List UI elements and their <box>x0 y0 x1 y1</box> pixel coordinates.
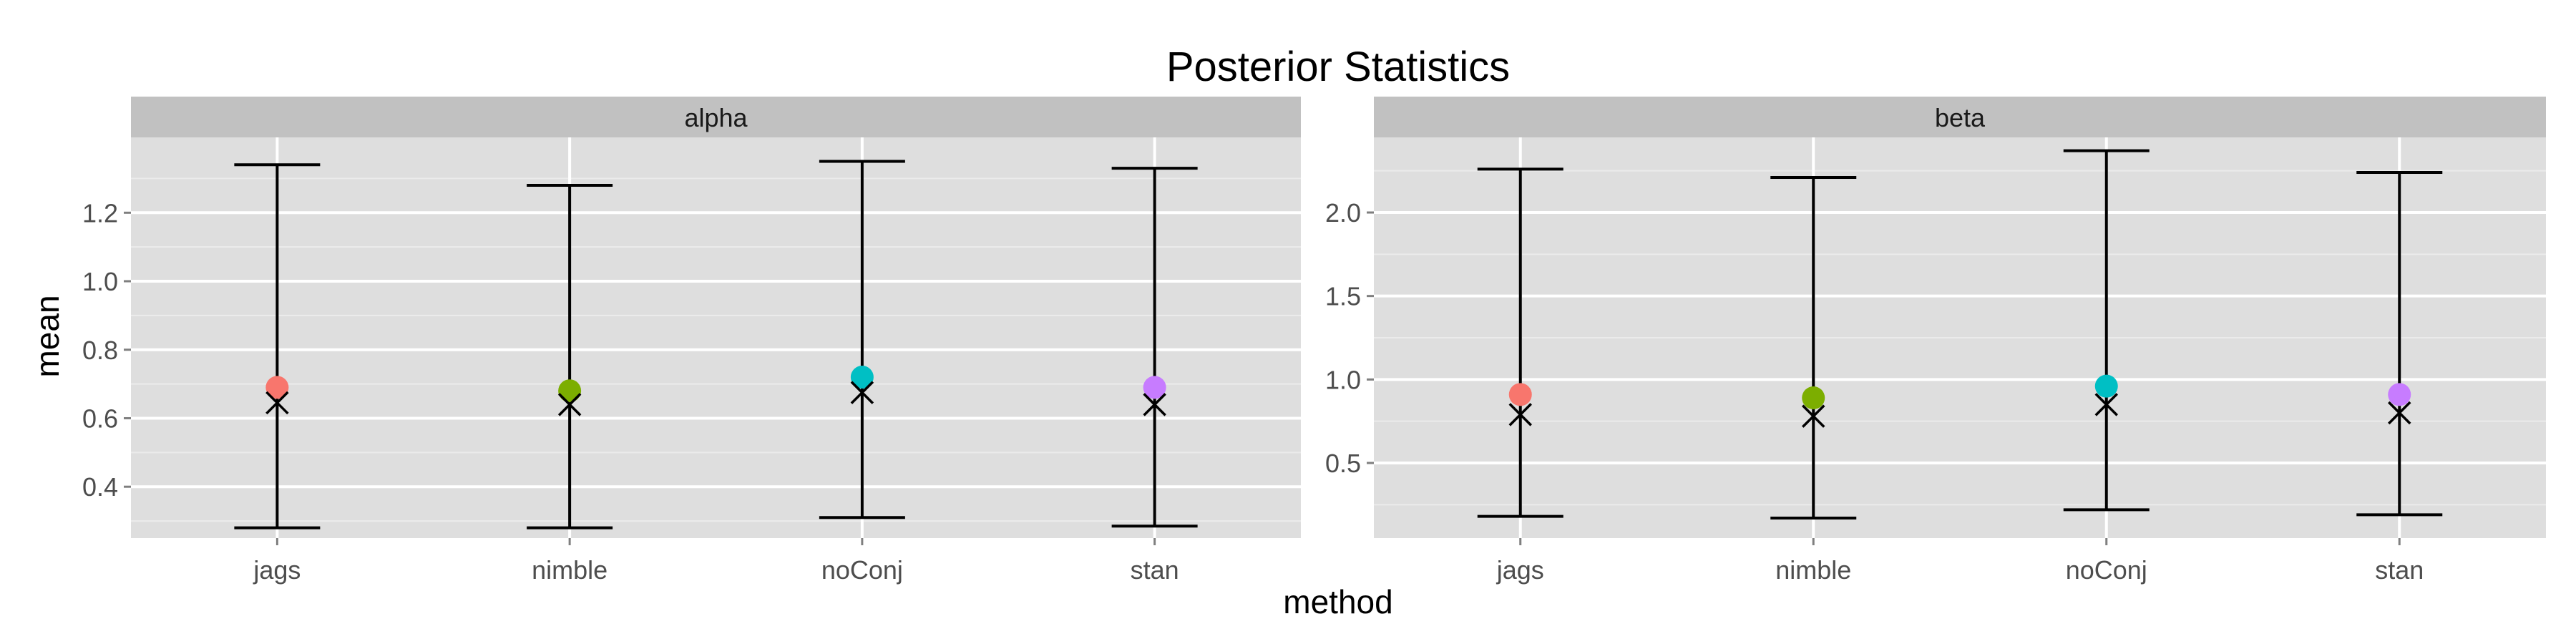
panel-alpha: alpha 0.4 0.6 0.8 1.0 1.2 jags nimble noConj stan <box>82 97 1301 585</box>
facet-panels: alpha 0.4 0.6 0.8 1.0 1.2 jags nimble noConj stan… <box>82 97 2546 585</box>
panel-alpha-median-marker-stan <box>1143 393 1166 416</box>
panel-alpha-mean-point-jags <box>265 376 289 399</box>
panel-beta-y-tick-label: 1.0 <box>1325 365 1361 394</box>
panel-alpha-x-tick-label: noConj <box>821 555 903 585</box>
panel-beta: beta 0.5 1.0 1.5 2.0 jags nimble noConj stan <box>1325 97 2546 585</box>
panel-alpha-strip-label: alpha <box>684 103 748 132</box>
panel-beta-strip-label: beta <box>1935 103 1986 132</box>
panel-alpha-y-tick-label: 0.6 <box>82 404 118 433</box>
panel-beta-median-marker-jags <box>1508 403 1532 426</box>
panel-beta-mean-point-jags <box>1508 383 1532 406</box>
panel-beta-median-marker-noConj <box>2094 393 2118 416</box>
panel-beta-mean-point-stan <box>2388 383 2411 406</box>
panel-beta-median-marker-stan <box>2388 401 2411 425</box>
panel-beta-median-marker-nimble <box>1802 404 1825 428</box>
panel-beta-x-tick-label: jags <box>1496 555 1544 585</box>
panel-beta-y-tick-label: 0.5 <box>1325 449 1361 478</box>
panel-alpha-strip <box>131 97 1301 137</box>
panel-beta-x-tick-label: noConj <box>2066 555 2147 585</box>
panel-alpha-x-tick-label: nimble <box>532 555 608 585</box>
panel-alpha-median-marker-nimble <box>557 393 582 416</box>
panel-beta-x-tick-label: nimble <box>1775 555 1851 585</box>
y-axis-label: mean <box>29 295 66 377</box>
panel-alpha-mean-point-noConj <box>850 366 874 389</box>
panel-alpha-y-tick-label: 0.4 <box>82 472 118 502</box>
panel-beta-x-tick-label: stan <box>2375 555 2424 585</box>
panel-beta-mean-point-nimble <box>1802 386 1825 409</box>
panel-alpha-background <box>131 137 1301 538</box>
panel-alpha-y-tick-label: 1.0 <box>82 267 118 296</box>
panel-beta-y-tick-label: 2.0 <box>1325 198 1361 228</box>
panel-beta-mean-point-noConj <box>2094 374 2118 398</box>
panel-alpha-median-marker-jags <box>265 391 289 415</box>
chart-title: Posterior Statistics <box>1166 44 1510 90</box>
panel-alpha-x-tick-label: stan <box>1131 555 1179 585</box>
panel-alpha-mean-point-stan <box>1143 376 1166 399</box>
panel-alpha-y-tick-label: 1.2 <box>82 198 118 228</box>
panel-beta-y-tick-label: 1.5 <box>1325 282 1361 311</box>
panel-alpha-median-marker-noConj <box>850 381 874 404</box>
x-axis-label: method <box>1283 583 1392 620</box>
panel-alpha-y-tick-label: 0.8 <box>82 336 118 365</box>
panel-alpha-mean-point-nimble <box>558 379 582 403</box>
panel-alpha-x-tick-label: jags <box>253 555 301 585</box>
panel-beta-strip <box>1374 97 2546 137</box>
